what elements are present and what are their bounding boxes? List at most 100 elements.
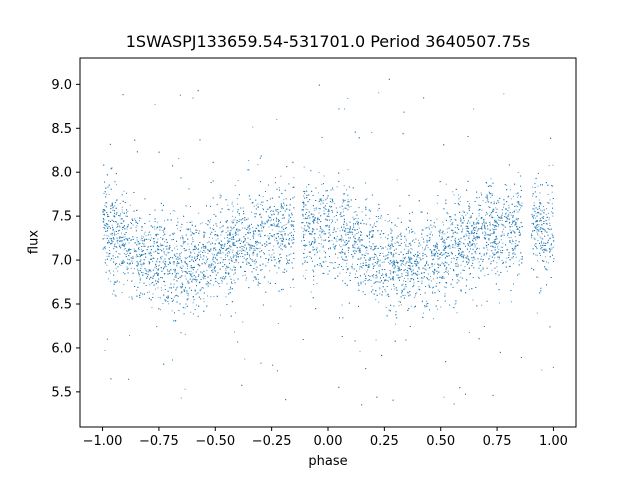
- data-point: [191, 221, 193, 223]
- data-point: [283, 199, 285, 201]
- data-point: [323, 230, 325, 232]
- data-point: [138, 247, 140, 249]
- data-point: [386, 279, 388, 281]
- data-point: [104, 262, 106, 263]
- data-point: [111, 234, 113, 236]
- data-point: [192, 302, 194, 304]
- data-point: [513, 251, 515, 253]
- data-point: [108, 239, 110, 241]
- data-point: [293, 287, 295, 289]
- data-point: [279, 262, 281, 264]
- data-point: [447, 213, 449, 215]
- data-point: [518, 228, 520, 230]
- data-point: [369, 259, 371, 261]
- data-point: [429, 287, 431, 288]
- data-point: [408, 260, 410, 262]
- data-point: [407, 278, 409, 280]
- data-point: [288, 218, 290, 220]
- data-point: [305, 269, 307, 271]
- data-point: [310, 291, 312, 293]
- data-point: [276, 119, 278, 120]
- data-point: [536, 227, 538, 229]
- data-point: [373, 276, 375, 278]
- data-point: [419, 253, 421, 255]
- data-point: [187, 280, 188, 282]
- data-point: [212, 259, 214, 261]
- data-point: [140, 248, 142, 250]
- data-point: [281, 225, 283, 227]
- data-point: [187, 280, 189, 282]
- data-point: [543, 216, 545, 218]
- data-point: [359, 266, 361, 268]
- data-point: [253, 249, 255, 251]
- data-point: [521, 202, 523, 204]
- data-point: [232, 228, 234, 230]
- data-point: [184, 257, 186, 259]
- data-point: [490, 233, 492, 235]
- data-point: [173, 283, 175, 285]
- data-point: [160, 237, 162, 238]
- data-point: [498, 248, 500, 250]
- data-point: [124, 242, 126, 244]
- data-point: [358, 258, 360, 260]
- data-point: [305, 208, 307, 210]
- data-point: [173, 296, 175, 298]
- data-point: [171, 310, 173, 312]
- data-point: [360, 263, 362, 265]
- data-point: [388, 243, 390, 245]
- data-point: [499, 302, 500, 304]
- data-point: [187, 243, 189, 245]
- data-point: [455, 237, 457, 239]
- data-point: [151, 307, 153, 309]
- data-point: [220, 251, 222, 253]
- data-point: [129, 204, 131, 206]
- data-point: [292, 279, 294, 281]
- data-point: [469, 274, 471, 275]
- data-point: [134, 268, 135, 270]
- data-point: [309, 243, 311, 245]
- data-point: [446, 252, 448, 254]
- data-point: [161, 255, 163, 257]
- data-point: [135, 226, 137, 228]
- data-point: [436, 283, 438, 284]
- data-point: [226, 283, 228, 285]
- data-point: [103, 192, 105, 194]
- data-point: [106, 255, 108, 257]
- data-point: [254, 263, 256, 265]
- data-point: [192, 272, 194, 274]
- data-point: [330, 207, 332, 208]
- data-point: [160, 309, 161, 311]
- data-point: [396, 259, 397, 261]
- data-point: [141, 238, 143, 240]
- data-point: [551, 203, 553, 205]
- data-point: [442, 221, 444, 223]
- data-point: [446, 255, 448, 257]
- data-point: [162, 303, 164, 304]
- data-point: [384, 219, 386, 221]
- data-point: [306, 255, 308, 257]
- data-point: [465, 228, 467, 230]
- data-point: [231, 261, 233, 262]
- data-point: [391, 288, 392, 290]
- data-point: [328, 210, 330, 212]
- data-point: [199, 230, 201, 232]
- data-point: [517, 206, 518, 208]
- data-point: [236, 234, 238, 236]
- data-point: [278, 187, 280, 189]
- data-point: [384, 279, 386, 281]
- data-point: [158, 297, 160, 298]
- data-point: [152, 257, 154, 259]
- data-point: [396, 225, 398, 227]
- data-point: [248, 160, 250, 161]
- data-point: [476, 230, 478, 232]
- data-point: [225, 232, 227, 233]
- data-point: [468, 203, 470, 205]
- data-point: [301, 227, 303, 229]
- data-point: [377, 257, 378, 259]
- data-point: [352, 257, 354, 259]
- data-point: [312, 213, 314, 215]
- data-point: [546, 250, 548, 252]
- data-point: [486, 200, 488, 202]
- data-point: [204, 278, 206, 280]
